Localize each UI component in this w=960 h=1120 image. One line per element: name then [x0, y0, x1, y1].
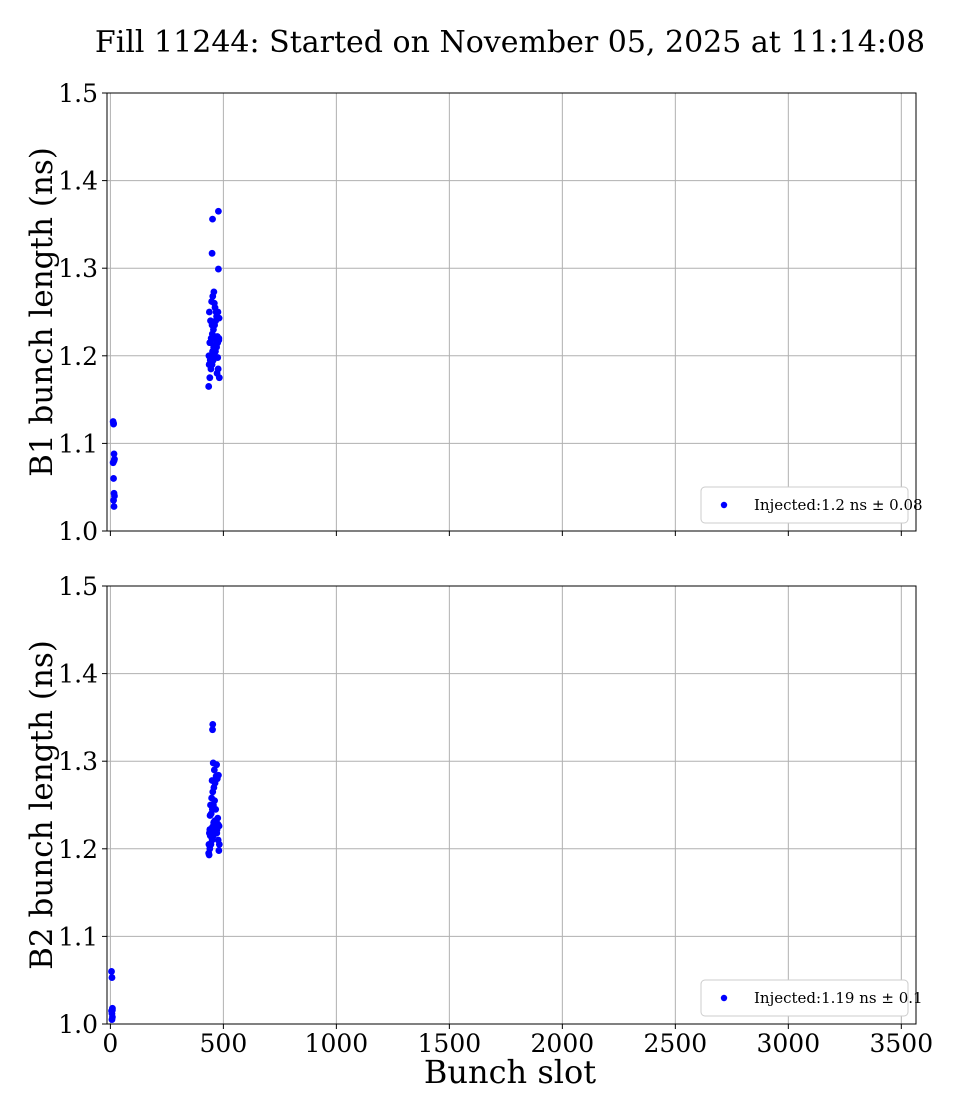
x-tick-label: 500	[200, 1029, 248, 1058]
data-point	[206, 339, 214, 347]
y-tick-label: 1.3	[58, 254, 98, 283]
x-tick-label: 3000	[757, 1029, 821, 1058]
data-point	[108, 1016, 116, 1024]
legend-box	[700, 486, 909, 524]
y-tick-label: 1.0	[58, 517, 98, 546]
data-point	[209, 726, 216, 734]
data-point	[210, 766, 218, 774]
data-point	[108, 974, 116, 981]
data-point	[109, 1006, 116, 1014]
x-tick-label: 2500	[644, 1029, 708, 1058]
data-point	[213, 312, 220, 320]
x-tick-label: 1500	[418, 1029, 482, 1058]
data-point	[205, 851, 213, 859]
data-point	[209, 721, 217, 728]
x-axis-label: Bunch slot	[424, 1053, 596, 1091]
y-tick-label: 1.2	[58, 342, 98, 371]
y-axis-label: B2 bunch length (ns)	[24, 640, 60, 970]
legend-marker	[720, 501, 728, 509]
data-point	[205, 308, 213, 316]
data-point	[110, 450, 118, 458]
data-point	[110, 420, 117, 428]
data-point	[206, 374, 214, 382]
subplot-1: 1.0 1.1 1.2 1.3 1.4 1.5 B1 bunch length (ns) In…	[24, 79, 923, 546]
data-point	[215, 265, 222, 273]
y-tick-label: 1.3	[58, 747, 98, 776]
data-point	[209, 759, 217, 767]
y-axis-label: B1 bunch length (ns)	[24, 147, 60, 477]
x-tick-label: 2000	[531, 1029, 595, 1058]
x-tick-label: 0	[102, 1029, 118, 1058]
chart-title: Fill 11244: Started on November 05, 2025…	[95, 25, 925, 60]
data-point	[210, 288, 218, 296]
subplot-2: 0 500 1000 1500 2000 2500 3000 3500 1.0 1.1 1.2 1.3…	[24, 572, 933, 1058]
data-point	[215, 336, 223, 344]
data-point	[206, 826, 214, 833]
data-point	[215, 207, 222, 215]
x-tick-label: 3500	[869, 1029, 933, 1058]
data-point	[110, 503, 118, 510]
data-point	[208, 777, 216, 784]
data-point	[207, 801, 214, 809]
data-point	[213, 829, 221, 837]
axes-frame	[106, 92, 917, 532]
data-point	[108, 968, 115, 975]
legend-label: Injected:1.2 ns ± 0.08	[754, 496, 923, 514]
data-point	[214, 354, 222, 361]
data-point	[214, 365, 222, 373]
data-point	[210, 299, 218, 307]
data-point	[205, 383, 213, 390]
y-tick-label: 1.0	[58, 1010, 98, 1039]
data-point	[215, 841, 223, 848]
x-tick-label: 1000	[305, 1029, 369, 1058]
y-tick-label: 1.5	[58, 79, 98, 108]
data-point	[208, 249, 216, 257]
y-tick-label: 1.1	[58, 429, 98, 458]
data-point	[215, 822, 223, 830]
data-point	[215, 374, 223, 382]
data-point	[110, 457, 118, 465]
y-tick-label: 1.2	[58, 835, 98, 864]
data-point	[209, 215, 216, 223]
legend-label: Injected:1.19 ns ± 0.1	[754, 989, 923, 1007]
axes-frame	[106, 585, 917, 1025]
data-point	[110, 475, 117, 482]
data-point	[110, 496, 117, 504]
y-tick-label: 1.1	[58, 922, 98, 951]
y-tick-label: 1.4	[58, 660, 98, 689]
legend-box	[700, 979, 909, 1017]
data-point	[212, 805, 220, 813]
data-point	[205, 841, 213, 848]
y-tick-label: 1.5	[58, 572, 98, 601]
data-point	[208, 321, 216, 329]
data-point	[215, 847, 223, 854]
data-point	[215, 771, 222, 779]
data-point	[208, 794, 216, 802]
y-tick-label: 1.4	[58, 167, 98, 196]
data-point	[205, 352, 213, 360]
legend-marker	[720, 994, 728, 1002]
